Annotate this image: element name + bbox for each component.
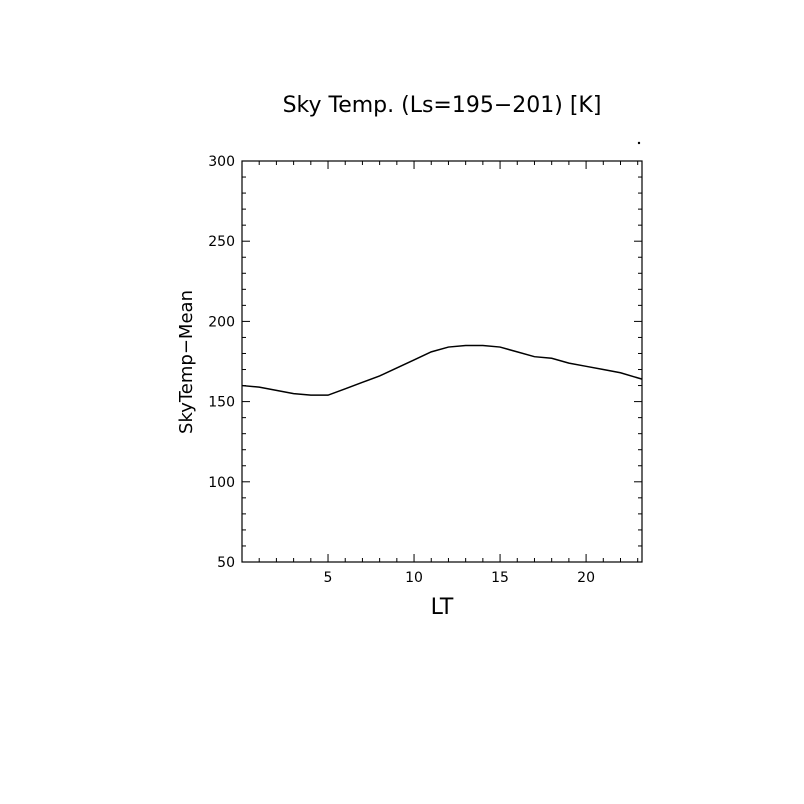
x-tick-label: 20	[577, 570, 595, 586]
series-line	[241, 344, 643, 396]
y-tick-label: 150	[208, 395, 235, 411]
y-tick-label: 250	[208, 234, 235, 250]
tick-labels: 5 10 15 20 50 100 150 200 250 300	[208, 154, 595, 586]
y-tick-label: 200	[208, 314, 235, 330]
chart-title: Sky Temp. (Ls=195−201) [K]	[283, 93, 602, 118]
plot-area-border	[241, 160, 643, 563]
y-tick-label: 50	[217, 555, 235, 571]
x-tick-label: 15	[491, 570, 509, 586]
corner-dot	[637, 141, 641, 145]
x-tick-label: 5	[324, 570, 333, 586]
axis-ticks	[242, 161, 642, 562]
plot-frame	[241, 160, 643, 563]
x-axis-label: LT	[431, 595, 454, 620]
y-axis-label: SkyTemp−Mean	[176, 290, 197, 434]
y-tick-label: 100	[208, 475, 235, 491]
x-tick-label: 10	[405, 570, 423, 586]
y-tick-label: 300	[208, 154, 235, 170]
